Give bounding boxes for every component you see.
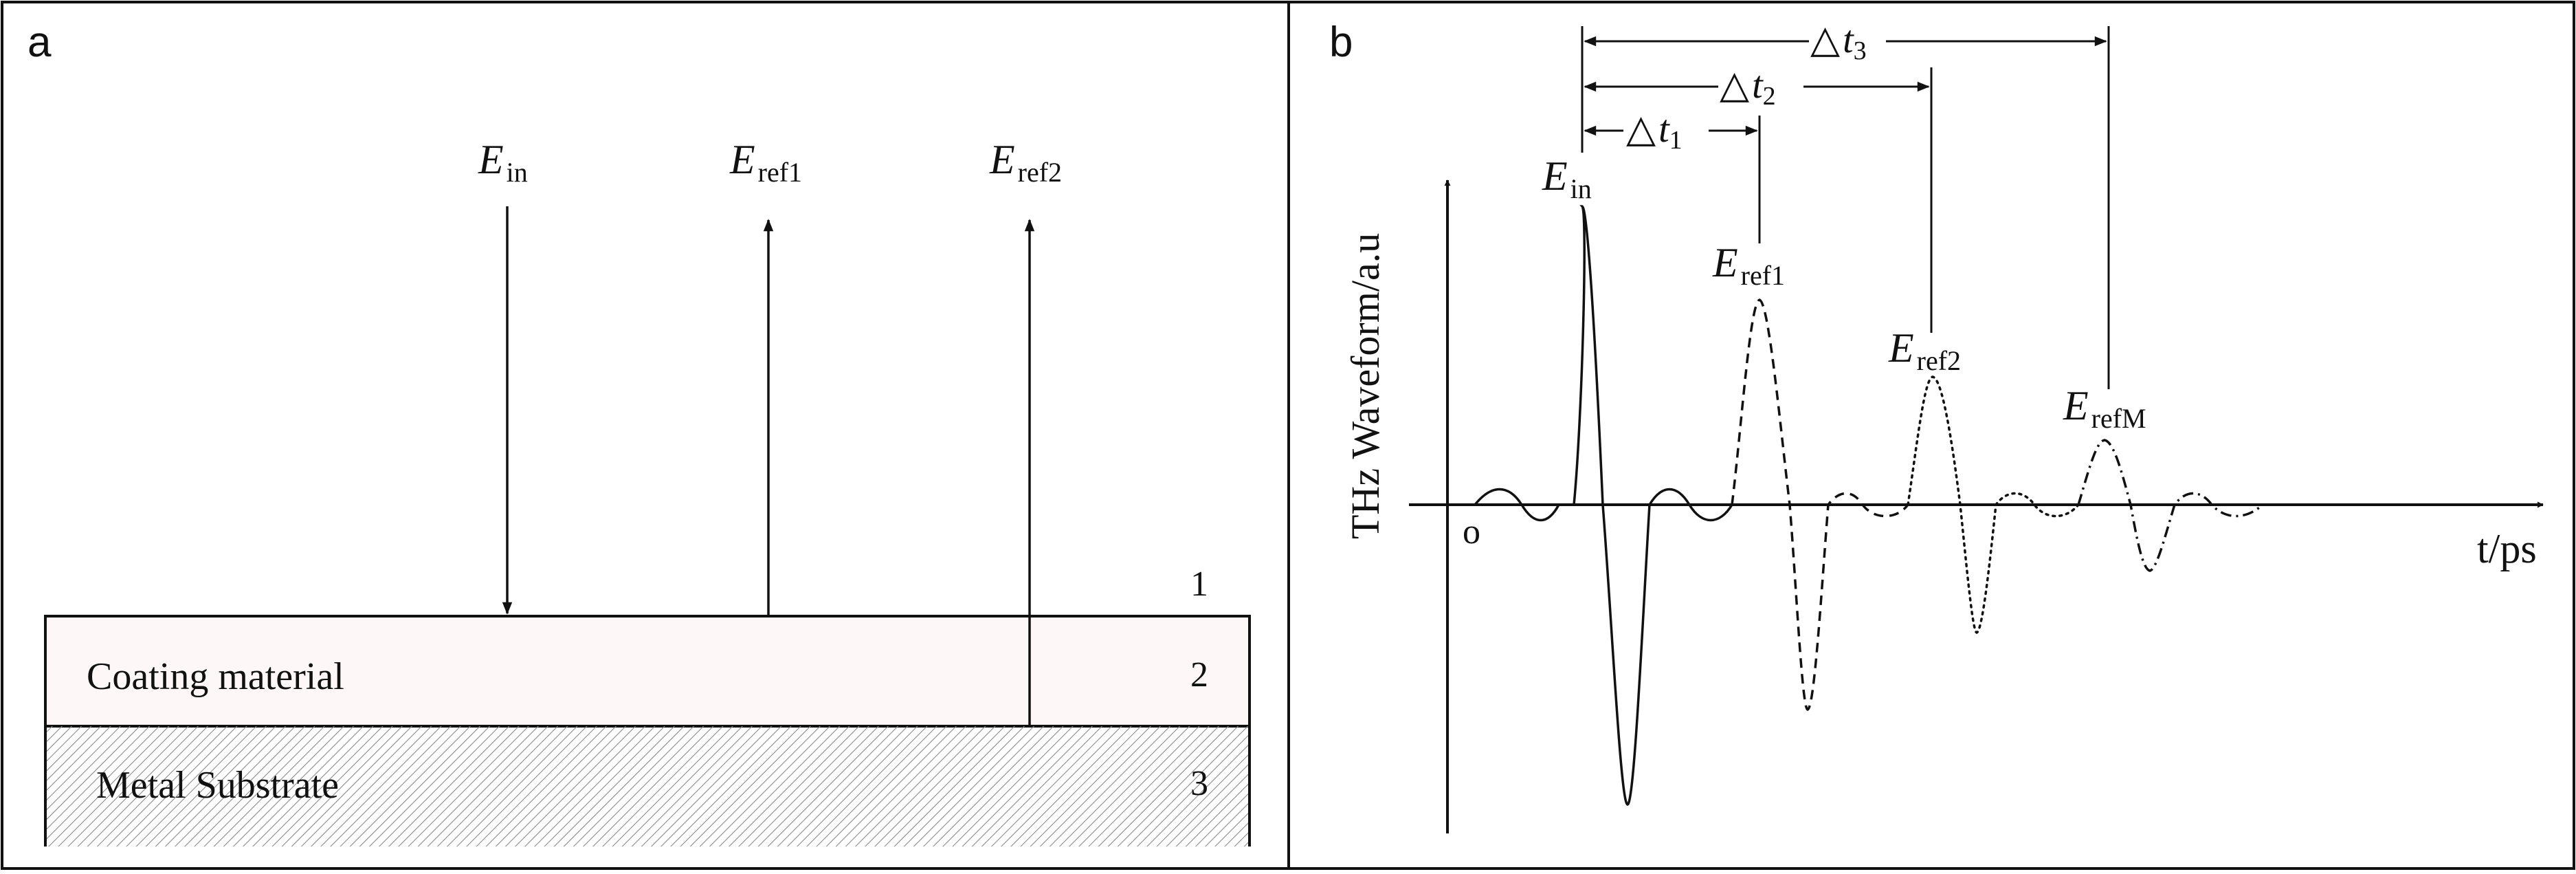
y-axis-label: THz Waveform/a.u [1343,233,1388,539]
pulse-reflected-m-waveform [2077,439,2264,572]
panel-a: a Coating material Metal Substrate 1 2 3… [27,19,1251,846]
panel-a-letter: a [27,19,52,66]
delay-dimension-3: △t3 [1584,19,2107,65]
origin-label: o [1463,512,1480,551]
substrate-label: Metal Substrate [96,764,339,807]
layer-number-substrate: 3 [1190,764,1208,803]
x-axis-label: t/ps [2477,526,2537,571]
delay-dimension-1: △t1 [1584,108,1758,155]
panel-b: b THz Waveform/a.u t/ps o △t3 △t2 [1329,19,2544,833]
coating-label: Coating material [87,655,344,698]
pulse-reflected-2-waveform [1907,375,2080,634]
layer-number-air: 1 [1190,565,1208,604]
pulse-incident-waveform [1474,205,1733,806]
delay-dimension-2: △t2 [1584,64,1930,111]
substrate-layer [45,726,1250,846]
panel-b-letter: b [1329,19,1353,66]
delay-3-label: △t3 [1810,19,1867,65]
layer-number-coating: 2 [1190,655,1208,695]
delay-2-label: △t2 [1720,64,1776,111]
coating-layer [44,615,1251,728]
delay-1-label: △t1 [1626,108,1683,155]
